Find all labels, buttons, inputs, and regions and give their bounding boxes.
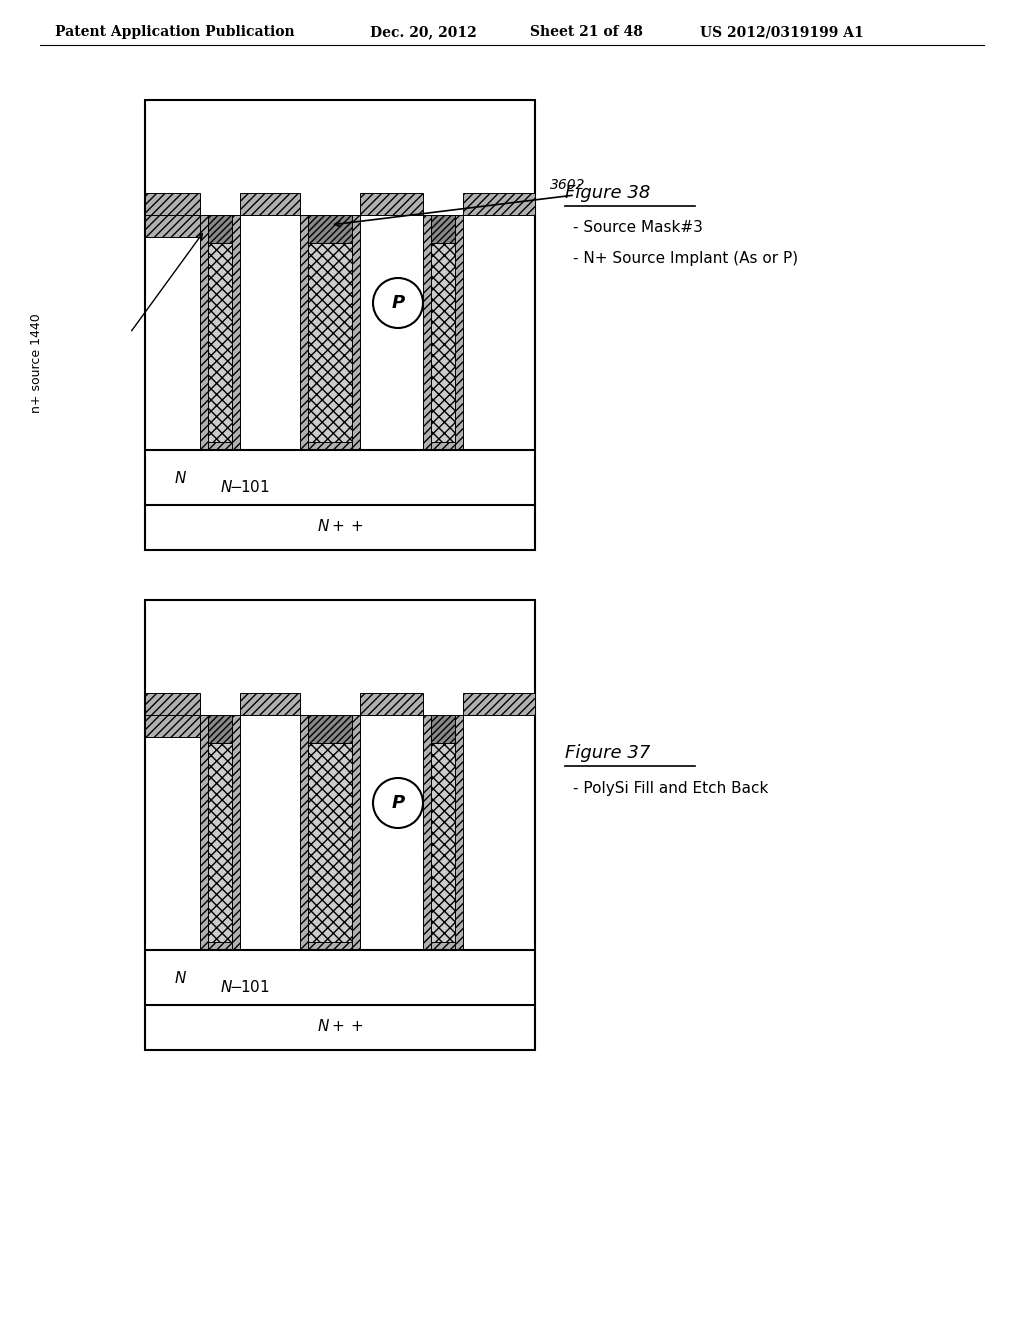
Bar [300, 942, 360, 950]
Circle shape [373, 279, 423, 327]
Bar [360, 193, 423, 215]
Text: $N++$: $N++$ [316, 1018, 364, 1034]
Bar [300, 442, 360, 450]
Bar [431, 243, 455, 442]
Text: $N$: $N$ [173, 470, 186, 486]
Bar [308, 715, 352, 743]
Bar [431, 743, 455, 942]
Text: $\mathit{N\!\!-\!\!101}$: $\mathit{N\!\!-\!\!101}$ [220, 479, 270, 495]
Bar [423, 942, 463, 950]
Bar [145, 100, 535, 550]
Text: $N$: $N$ [173, 970, 186, 986]
Bar [200, 715, 208, 950]
Bar [232, 715, 240, 950]
Text: $N++$: $N++$ [316, 517, 364, 535]
Bar [352, 715, 360, 950]
Bar [145, 215, 200, 238]
Bar [352, 215, 360, 450]
Bar [463, 693, 535, 715]
Bar [200, 215, 208, 450]
Text: P: P [391, 294, 404, 312]
Text: Sheet 21 of 48: Sheet 21 of 48 [530, 25, 643, 40]
Text: $\mathit{N\!\!-\!\!101}$: $\mathit{N\!\!-\!\!101}$ [220, 979, 270, 995]
Bar [455, 715, 463, 950]
Circle shape [373, 777, 423, 828]
Bar [431, 215, 455, 243]
Bar [463, 193, 535, 215]
Bar [200, 942, 240, 950]
Bar [300, 215, 308, 450]
Bar [208, 743, 232, 942]
Bar [300, 715, 308, 950]
Bar [423, 215, 431, 450]
Bar [145, 715, 200, 737]
Bar [240, 193, 300, 215]
Text: Figure 38: Figure 38 [565, 183, 650, 202]
Text: n+ source 1440: n+ source 1440 [30, 313, 43, 413]
Bar [208, 715, 232, 743]
Bar [208, 215, 232, 243]
Text: - N+ Source Implant (As or P): - N+ Source Implant (As or P) [573, 251, 798, 265]
Bar [200, 442, 240, 450]
Text: - PolySi Fill and Etch Back: - PolySi Fill and Etch Back [573, 780, 768, 796]
Bar [431, 715, 455, 743]
Bar [208, 243, 232, 442]
Bar [308, 743, 352, 942]
Bar [455, 215, 463, 450]
Bar [232, 215, 240, 450]
Text: US 2012/0319199 A1: US 2012/0319199 A1 [700, 25, 864, 40]
Text: Dec. 20, 2012: Dec. 20, 2012 [370, 25, 477, 40]
Text: 3602: 3602 [550, 178, 586, 191]
Bar [423, 715, 431, 950]
Bar [308, 243, 352, 442]
Bar [423, 442, 463, 450]
Text: Figure 37: Figure 37 [565, 744, 650, 762]
Text: - Source Mask#3: - Source Mask#3 [573, 220, 702, 235]
Bar [360, 693, 423, 715]
Bar [308, 215, 352, 243]
Text: P: P [391, 795, 404, 812]
Bar [145, 601, 535, 1049]
Bar [240, 693, 300, 715]
Text: Patent Application Publication: Patent Application Publication [55, 25, 295, 40]
Bar [145, 693, 200, 715]
Bar [145, 193, 200, 215]
